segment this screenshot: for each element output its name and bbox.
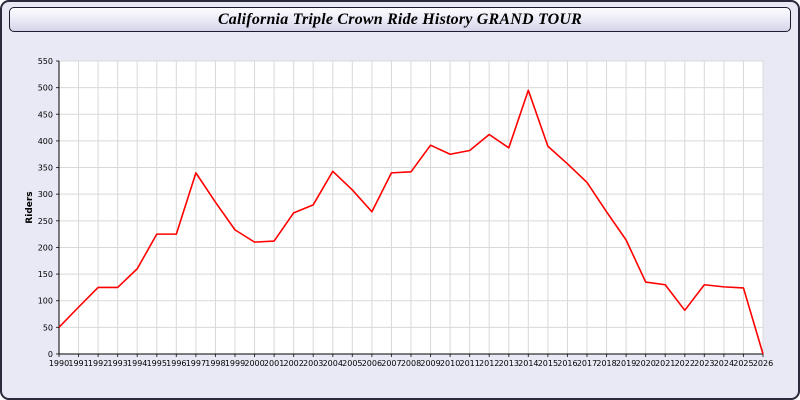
x-tick-label: 2006 — [362, 359, 382, 368]
page-title: California Triple Crown Ride History GRA… — [217, 10, 583, 28]
x-tick-label: 2008 — [401, 359, 421, 368]
y-tick-label: 450 — [38, 110, 53, 119]
x-tick-label: 2003 — [303, 359, 323, 368]
x-tick-label: 1990 — [49, 359, 69, 368]
title-bar: California Triple Crown Ride History GRA… — [9, 7, 791, 32]
x-tick-label: 2009 — [420, 359, 440, 368]
x-tick-label: 2019 — [616, 359, 636, 368]
y-tick-label: 500 — [38, 84, 53, 93]
x-tick-label: 2024 — [714, 359, 734, 368]
x-tick-label: 2011 — [459, 359, 479, 368]
y-tick-label: 400 — [38, 137, 53, 146]
x-tick-label: 1995 — [147, 359, 167, 368]
x-tick-label: 2018 — [596, 359, 616, 368]
x-tick-label: 2004 — [323, 359, 343, 368]
x-tick-label: 1994 — [127, 359, 147, 368]
y-tick-label: 150 — [38, 270, 53, 279]
x-tick-label: 2023 — [694, 359, 714, 368]
x-tick-label: 2016 — [557, 359, 577, 368]
x-tick-label: 2012 — [479, 359, 499, 368]
y-tick-label: 200 — [38, 243, 53, 252]
x-tick-label: 2020 — [635, 359, 655, 368]
x-tick-label: 2013 — [499, 359, 519, 368]
x-tick-label: 1992 — [88, 359, 108, 368]
x-tick-label: 2025 — [733, 359, 753, 368]
x-tick-label: 1999 — [225, 359, 245, 368]
x-tick-label: 2000 — [244, 359, 264, 368]
x-tick-label: 2014 — [518, 359, 538, 368]
x-tick-label: 2001 — [264, 359, 284, 368]
riders-series-line — [58, 89, 764, 355]
x-tick-label: 2026 — [753, 359, 773, 368]
x-tick-label: 1998 — [205, 359, 225, 368]
x-tick-label: 1991 — [68, 359, 88, 368]
y-tick-label: 100 — [38, 297, 53, 306]
y-tick-label: 300 — [38, 190, 53, 199]
y-tick-label: 350 — [38, 164, 53, 173]
y-axis-title: Riders — [25, 191, 35, 223]
y-tick-label: 50 — [43, 323, 53, 332]
x-tick-label: 2002 — [283, 359, 303, 368]
x-tick-label: 1997 — [186, 359, 206, 368]
x-tick-label: 2015 — [538, 359, 558, 368]
x-tick-label: 1996 — [166, 359, 186, 368]
y-tick-label: 550 — [38, 57, 53, 66]
x-tick-label: 1993 — [107, 359, 127, 368]
x-tick-label: 2007 — [381, 359, 401, 368]
x-tick-label: 2021 — [655, 359, 675, 368]
x-tick-label: 2017 — [577, 359, 597, 368]
y-tick-label: 0 — [48, 350, 53, 359]
x-tick-label: 2022 — [675, 359, 695, 368]
y-tick-label: 250 — [38, 217, 53, 226]
x-tick-label: 2005 — [342, 359, 362, 368]
x-tick-label: 2010 — [440, 359, 460, 368]
